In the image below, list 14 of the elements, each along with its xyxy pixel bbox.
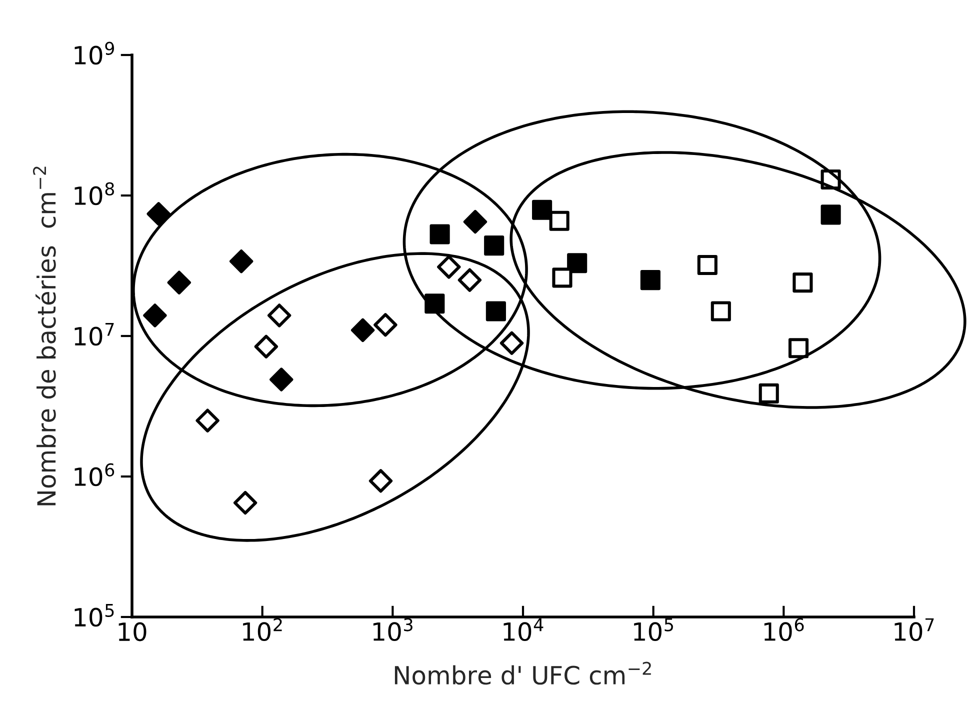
x-tick-label: 10$^{6}$ xyxy=(764,618,804,642)
y-tick-label: 10$^{6}$ xyxy=(74,463,114,486)
x-tick-label: 10$^{5}$ xyxy=(634,618,673,642)
y-axis-title: Nombre de bactéries cm$^{−2}$ xyxy=(32,166,56,506)
x-tick-label: 10$^{7}$ xyxy=(894,618,934,642)
y-tick-label: 10$^{5}$ xyxy=(74,604,114,627)
y-tick-label: 10$^{9}$ xyxy=(74,42,114,65)
y-tick-label: 10$^{7}$ xyxy=(74,323,114,346)
x-tick-label: 10$^{2}$ xyxy=(243,618,282,642)
x-axis-title: Nombre d' UFC cm$^{−2}$ xyxy=(394,662,651,685)
x-tick-label: 10$^{3}$ xyxy=(373,618,412,642)
x-tick-label: 10 xyxy=(118,622,146,642)
x-tick-label: 10$^{4}$ xyxy=(504,618,544,642)
y-tick-label: 10$^{8}$ xyxy=(74,182,114,206)
